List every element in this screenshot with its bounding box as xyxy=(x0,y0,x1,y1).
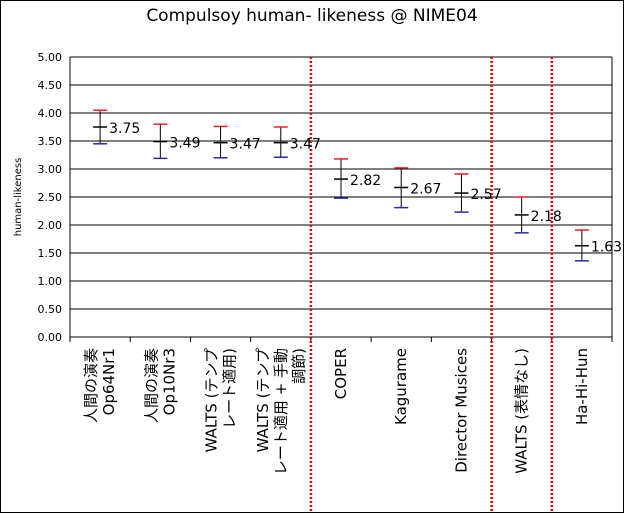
x-category-label: WALTS (テンプレート適用 + 手動調節) xyxy=(254,348,308,475)
y-tick-label: 1.50 xyxy=(38,247,63,260)
x-category-label: WALTS (表情なし) xyxy=(513,348,531,474)
x-category-label: Director Musices xyxy=(452,348,470,473)
y-tick-label: 4.00 xyxy=(38,107,63,120)
x-category-label: 人間の演奏Op10Nr3 xyxy=(142,348,178,423)
x-category-label-line: Ha-Hi-Hun xyxy=(573,348,591,425)
x-category-label-line: Op64Nr1 xyxy=(100,348,118,415)
x-category-label: Kagurame xyxy=(392,348,410,425)
y-tick-label: 3.00 xyxy=(38,163,63,176)
x-category-label-line: WALTS (テンプ xyxy=(254,348,272,452)
x-category-label-line: Kagurame xyxy=(392,348,410,425)
x-category-label-line: WALTS (テンプ xyxy=(203,348,221,452)
x-category-label-line: Op10Nr3 xyxy=(160,348,178,415)
data-label: 2.82 xyxy=(350,173,381,189)
x-category-label-line: WALTS (表情なし) xyxy=(513,348,531,474)
data-label: 2.18 xyxy=(531,209,562,225)
x-category-label: COPER xyxy=(332,348,350,399)
x-category-label: Ha-Hi-Hun xyxy=(573,348,591,425)
data-label: 3.49 xyxy=(169,136,200,152)
data-label: 3.47 xyxy=(290,137,321,153)
data-label: 3.75 xyxy=(109,121,140,137)
x-category-label-line: レート適用 + 手動 xyxy=(272,348,290,475)
x-category-label: WALTS (テンプレート適用) xyxy=(203,348,239,452)
y-tick-label: 2.00 xyxy=(38,219,63,232)
chart-title: Compulsoy human- likeness @ NIME04 xyxy=(146,6,478,26)
y-tick-label: 0.00 xyxy=(38,331,63,344)
data-label: 3.47 xyxy=(230,137,261,153)
y-tick-label: 1.00 xyxy=(38,275,63,288)
data-label: 1.63 xyxy=(591,240,622,256)
y-tick-label: 3.50 xyxy=(38,135,63,148)
x-category-label-line: COPER xyxy=(332,348,350,399)
y-tick-label: 0.50 xyxy=(38,303,63,316)
x-category-label-line: Director Musices xyxy=(452,348,470,473)
y-axis-label: human-likeness xyxy=(13,158,24,237)
data-label: 2.67 xyxy=(410,181,441,197)
data-label: 2.57 xyxy=(470,187,501,203)
x-category-label-line: レート適用) xyxy=(221,348,239,429)
x-category-label-line: 人間の演奏 xyxy=(82,348,100,423)
y-tick-label: 4.50 xyxy=(38,79,63,92)
x-category-label-line: 調節) xyxy=(290,348,308,384)
x-category-label-line: 人間の演奏 xyxy=(142,348,160,423)
y-tick-label: 2.50 xyxy=(38,191,63,204)
x-category-label: 人間の演奏Op64Nr1 xyxy=(82,348,118,423)
y-tick-label: 5.00 xyxy=(38,51,63,64)
